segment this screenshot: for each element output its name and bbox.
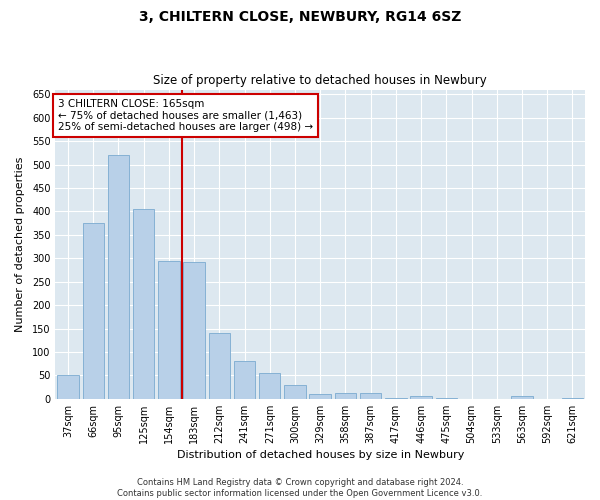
Y-axis label: Number of detached properties: Number of detached properties xyxy=(15,156,25,332)
Bar xyxy=(234,362,255,399)
Bar xyxy=(259,373,280,399)
Bar xyxy=(511,396,533,399)
Bar xyxy=(436,398,457,399)
Bar xyxy=(360,393,382,399)
Text: 3 CHILTERN CLOSE: 165sqm
← 75% of detached houses are smaller (1,463)
25% of sem: 3 CHILTERN CLOSE: 165sqm ← 75% of detach… xyxy=(58,99,313,132)
Bar xyxy=(410,396,432,399)
Bar xyxy=(158,260,179,399)
Bar xyxy=(310,394,331,399)
X-axis label: Distribution of detached houses by size in Newbury: Distribution of detached houses by size … xyxy=(176,450,464,460)
Text: 3, CHILTERN CLOSE, NEWBURY, RG14 6SZ: 3, CHILTERN CLOSE, NEWBURY, RG14 6SZ xyxy=(139,10,461,24)
Bar xyxy=(83,223,104,399)
Bar xyxy=(385,398,407,399)
Text: Contains HM Land Registry data © Crown copyright and database right 2024.
Contai: Contains HM Land Registry data © Crown c… xyxy=(118,478,482,498)
Bar xyxy=(335,393,356,399)
Bar xyxy=(562,398,583,399)
Bar xyxy=(209,333,230,399)
Bar xyxy=(108,155,129,399)
Title: Size of property relative to detached houses in Newbury: Size of property relative to detached ho… xyxy=(154,74,487,87)
Bar xyxy=(184,262,205,399)
Bar xyxy=(133,209,154,399)
Bar xyxy=(58,376,79,399)
Bar xyxy=(284,385,306,399)
